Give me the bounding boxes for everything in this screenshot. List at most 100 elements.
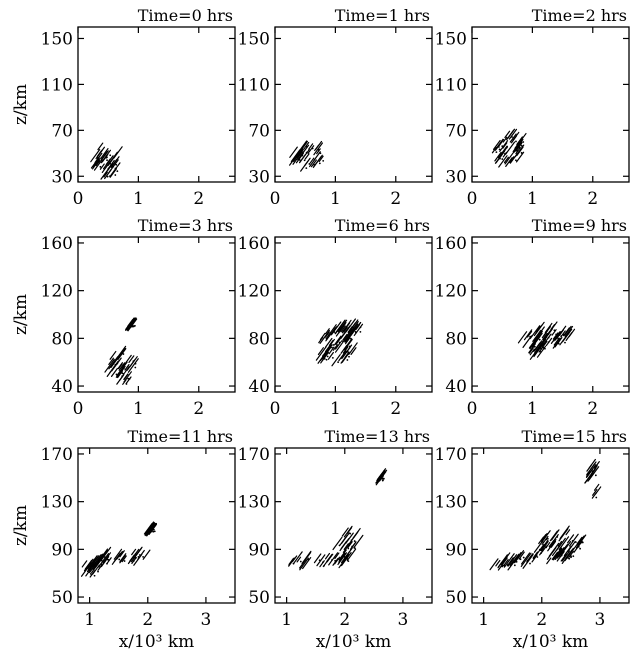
data-dot <box>495 151 498 154</box>
data-stroke <box>338 554 350 569</box>
data-stroke <box>535 325 541 333</box>
data-stroke <box>97 564 103 571</box>
data-stroke <box>568 328 576 338</box>
x-tick-label: 2 <box>339 610 350 630</box>
data-dot <box>299 560 302 563</box>
panel-title: Time=3 hrs <box>138 216 233 235</box>
data-blob <box>517 321 576 350</box>
data-stroke <box>503 553 515 568</box>
data-dot <box>538 338 541 341</box>
data-stroke <box>529 348 535 356</box>
data-blob <box>88 546 151 568</box>
data-dot <box>331 356 334 359</box>
data-dot <box>130 325 133 328</box>
data-stroke <box>340 551 351 564</box>
data-stroke <box>377 469 385 480</box>
data-blob <box>332 525 364 553</box>
data-dot <box>134 366 137 369</box>
data-dot <box>298 159 301 161</box>
data-stroke <box>340 532 350 545</box>
data-dot <box>97 570 99 573</box>
data-stroke <box>121 354 132 369</box>
x-tick-label: 0 <box>270 189 281 209</box>
y-axis-label: z/km <box>11 505 31 546</box>
data-stroke <box>316 554 326 567</box>
data-stroke <box>325 328 330 335</box>
data-stroke <box>554 547 565 561</box>
data-stroke <box>593 483 600 491</box>
x-tick-label: 2 <box>587 189 598 209</box>
panel: 1 2 3 50 90 130 170 Time=15 hrs x/10³ km <box>435 427 630 652</box>
data-stroke <box>336 336 342 343</box>
data-dot <box>89 572 92 575</box>
data-stroke <box>563 545 572 557</box>
data-stroke <box>331 353 341 367</box>
data-dot <box>594 474 597 477</box>
panel: 1 2 3 50 90 130 170 Time=13 hrs x/10³ km <box>238 427 433 652</box>
data-stroke <box>531 335 541 348</box>
data-stroke <box>148 523 158 535</box>
data-stroke <box>533 542 542 553</box>
data-dot <box>303 159 306 162</box>
data-stroke <box>492 139 501 151</box>
data-stroke <box>109 168 118 178</box>
data-dot <box>530 335 533 338</box>
data-stroke <box>558 536 570 551</box>
data-stroke <box>99 163 105 170</box>
y-tick-label: 40 <box>248 377 270 397</box>
data-stroke <box>526 330 533 338</box>
data-stroke <box>327 344 333 352</box>
data-stroke <box>339 537 350 552</box>
data-stroke <box>559 335 567 346</box>
data-dot <box>501 565 504 568</box>
data-dot <box>98 564 101 567</box>
data-dot <box>132 325 135 327</box>
data-stroke <box>347 319 359 334</box>
plot-frame <box>77 236 236 393</box>
data-stroke <box>529 340 537 350</box>
data-stroke <box>562 327 570 337</box>
data-stroke <box>126 318 135 330</box>
plot-frame <box>471 236 630 393</box>
data-stroke <box>586 468 594 478</box>
data-stroke <box>104 358 115 373</box>
data-stroke <box>317 347 324 356</box>
y-tick-label: 50 <box>51 588 73 608</box>
data-stroke <box>118 347 126 358</box>
data-stroke <box>550 529 560 541</box>
data-stroke <box>337 319 348 333</box>
y-tick-label: 40 <box>445 377 467 397</box>
data-dot <box>513 564 516 567</box>
panel-title: Time=0 hrs <box>138 6 233 25</box>
y-tick-label: 130 <box>41 493 73 513</box>
data-blob <box>104 345 139 385</box>
data-stroke <box>526 555 532 563</box>
data-stroke <box>351 327 357 334</box>
data-stroke <box>310 159 317 168</box>
data-dot <box>311 147 314 150</box>
x-tick-label: 2 <box>390 189 401 209</box>
data-stroke <box>117 362 123 369</box>
data-blob <box>143 521 158 537</box>
data-dot <box>351 545 354 548</box>
y-axis-label: z/km <box>11 84 31 125</box>
panel-title: Time=15 hrs <box>522 427 627 446</box>
data-stroke <box>515 132 527 148</box>
data-dot <box>515 140 517 143</box>
data-dot <box>558 555 561 558</box>
data-stroke <box>564 548 574 560</box>
data-blob <box>289 140 325 172</box>
data-stroke <box>108 357 114 366</box>
data-stroke <box>92 158 100 168</box>
data-stroke <box>550 324 556 331</box>
data-dot <box>556 536 559 538</box>
y-tick-label: 150 <box>435 29 467 49</box>
data-stroke <box>343 525 353 538</box>
data-stroke <box>96 150 102 157</box>
data-stroke <box>497 557 508 571</box>
data-stroke <box>288 557 295 566</box>
data-stroke <box>115 369 123 378</box>
data-stroke <box>121 555 127 563</box>
x-tick-label: 2 <box>193 189 204 209</box>
data-blob <box>288 547 357 571</box>
